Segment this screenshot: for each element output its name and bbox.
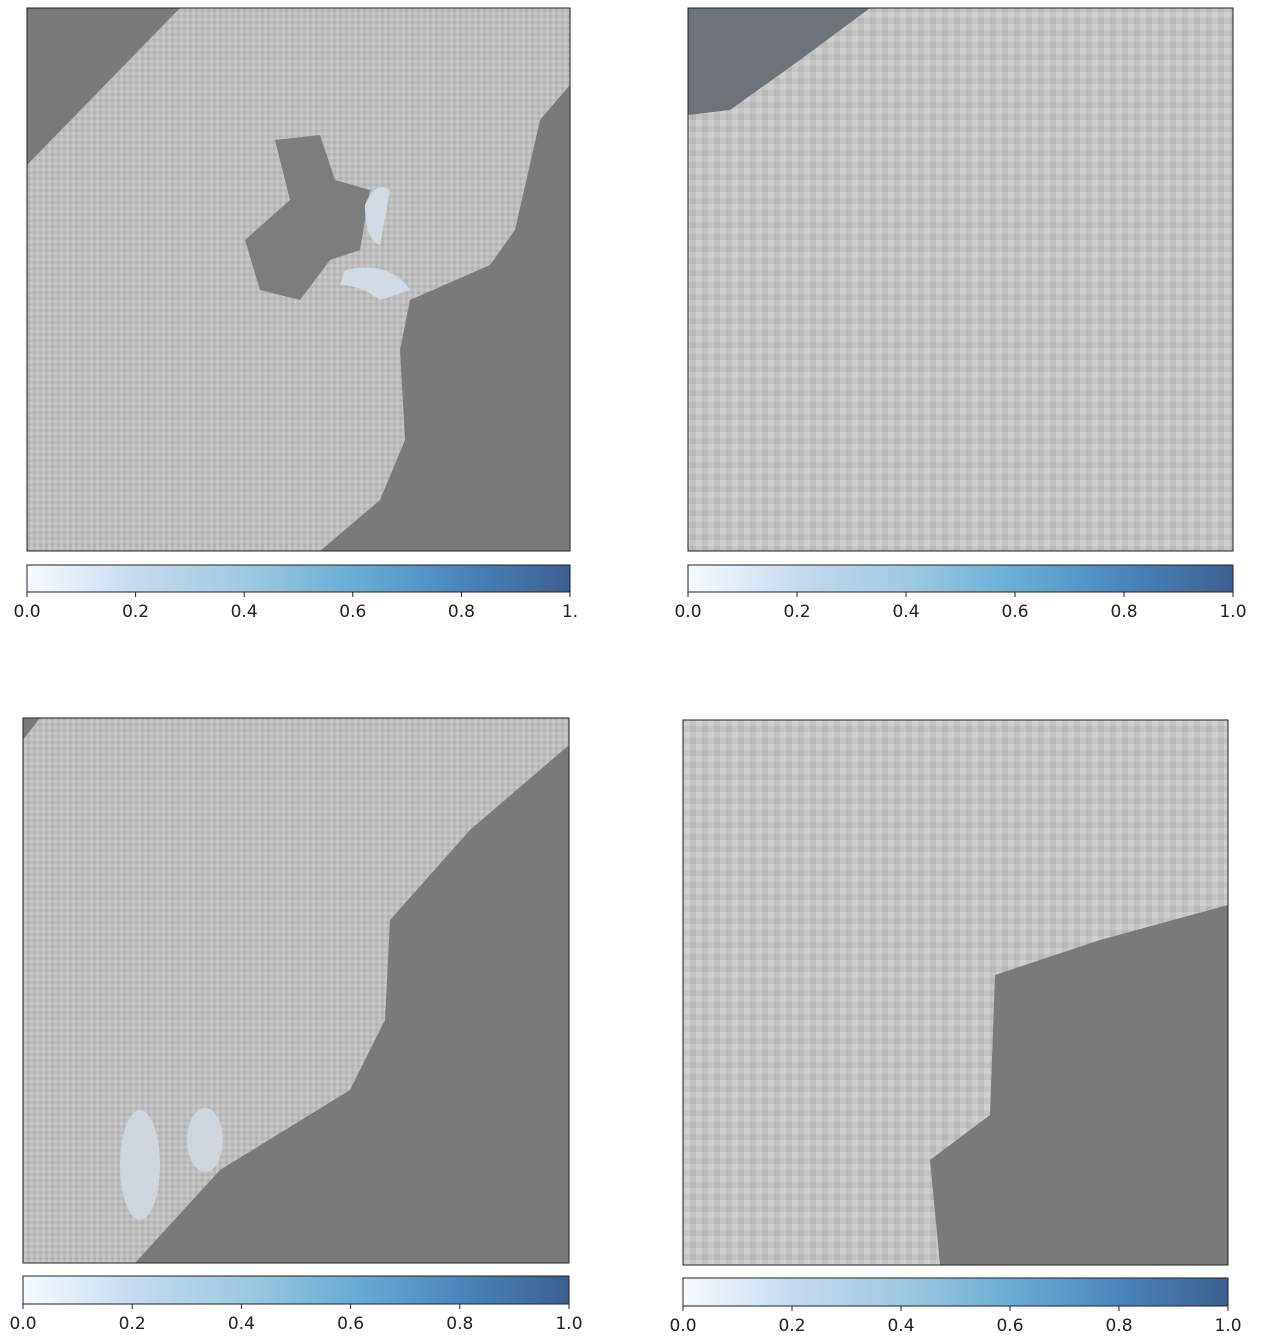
- image-panel: [688, 8, 1233, 551]
- colorbar-tick-label: 0.0: [9, 1314, 36, 1334]
- colorbar-tick-label: 0.4: [228, 1314, 255, 1334]
- colorbar-tick-label: 0.6: [1001, 602, 1028, 622]
- image-panel: [683, 720, 1228, 1265]
- colorbar-tick-label: 0.4: [231, 602, 258, 622]
- colorbar-tick-label: 1.0: [555, 1314, 582, 1334]
- colorbar-tick-label: 1.: [562, 602, 578, 622]
- colorbar-tick-label: 0.2: [119, 1314, 146, 1334]
- colorbar-tick-label: 0.2: [122, 602, 149, 622]
- image-panel: [27, 8, 570, 551]
- colorbar-tick-label: 1.0: [1219, 602, 1246, 622]
- colorbar-tick-label: 0.0: [674, 602, 701, 622]
- colorbar-tick-label: 0.4: [892, 602, 919, 622]
- colorbar-tick-label: 0.0: [13, 602, 40, 622]
- colorbar: [688, 565, 1233, 592]
- figure: 0.0 0.2 0.4 0.6 0.8 1. 0.0 0.2 0.4 0.6 0.8 1.0 0.0 0.…: [0, 0, 1261, 1336]
- colorbar-tick-label: 0.2: [783, 602, 810, 622]
- colorbar-tick-label: 0.6: [337, 1314, 364, 1334]
- colorbar-tick-label: 0.8: [1105, 1316, 1132, 1336]
- colorbar-tick-label: 0.8: [448, 602, 475, 622]
- colorbar-tick-label: 0.2: [778, 1316, 805, 1336]
- colorbar-tick-label: 0.8: [446, 1314, 473, 1334]
- colorbar-tick-label: 0.6: [339, 602, 366, 622]
- colorbar: [23, 1276, 569, 1304]
- image-panel: [23, 718, 569, 1263]
- colorbar-tick-label: 1.0: [1214, 1316, 1241, 1336]
- colorbar-tick-label: 0.8: [1110, 602, 1137, 622]
- colorbar: [27, 565, 570, 592]
- colorbar-tick-label: 0.4: [887, 1316, 914, 1336]
- colorbar-tick-label: 0.0: [669, 1316, 696, 1336]
- colorbar-tick-label: 0.6: [996, 1316, 1023, 1336]
- colorbar: [683, 1278, 1228, 1306]
